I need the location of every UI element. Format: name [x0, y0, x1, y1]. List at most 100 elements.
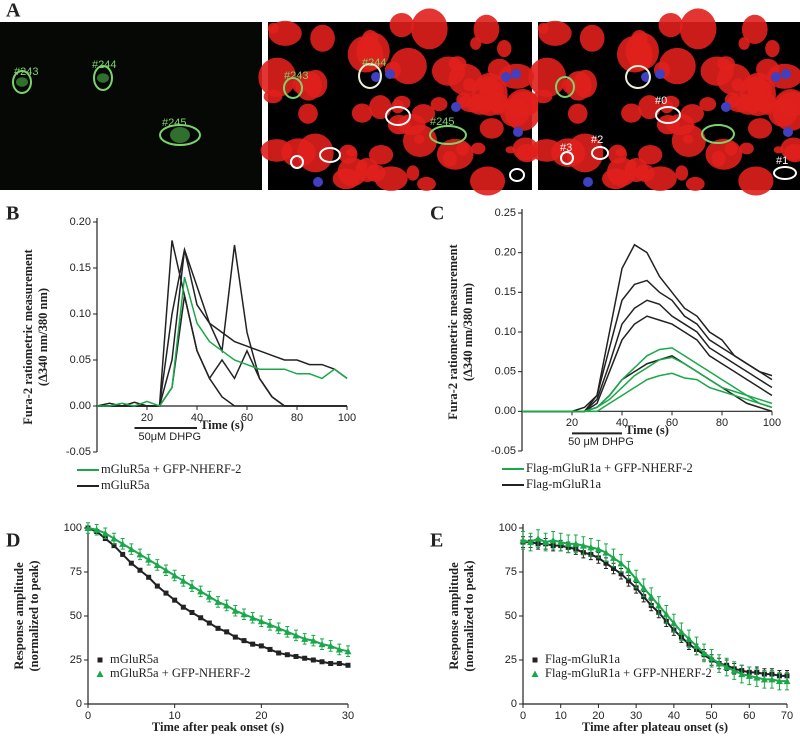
x-tick-label: 0 — [85, 710, 91, 722]
roi-outline — [773, 166, 797, 180]
y-tick-label: 100 — [64, 522, 82, 534]
cell-blob — [530, 139, 563, 162]
legend-label: mGluR5a + GFP-NHERF-2 — [101, 462, 241, 476]
roi-outline — [560, 151, 574, 165]
nucleus — [655, 69, 665, 79]
cell-blob — [332, 168, 360, 190]
cell-blob — [368, 144, 394, 165]
cell-blob — [658, 12, 683, 38]
cell-glow — [16, 77, 28, 87]
cell-blob — [747, 118, 773, 139]
fit-line — [523, 541, 787, 677]
cell-blob — [738, 37, 750, 50]
x-tick-label: 100 — [763, 417, 781, 429]
cell-blob — [351, 103, 373, 123]
nucleus — [641, 72, 651, 82]
fit-line — [87, 527, 349, 667]
y-tick-label: 0.00 — [70, 400, 91, 412]
cell-blob — [675, 165, 689, 181]
roi-outline — [358, 63, 382, 89]
roi-outline — [555, 76, 575, 98]
cell-blob — [666, 114, 695, 136]
cell-blob — [411, 8, 448, 50]
y-tick-label: 50 — [505, 610, 517, 622]
nucleus — [781, 69, 791, 79]
y-tick-label: 0.10 — [70, 308, 91, 320]
x-axis-label: Time (s) — [625, 423, 669, 437]
cell-blob — [267, 22, 279, 34]
y-tick-label: 50 — [70, 610, 82, 622]
cell-blob — [717, 56, 735, 71]
cell-blob — [389, 12, 414, 38]
roi-outline — [701, 124, 735, 144]
legend-label: mGluR5a — [101, 478, 150, 492]
y-tick-label: 0 — [511, 698, 517, 710]
y-tick-label: 0.15 — [495, 286, 516, 298]
legend-label: mGluR5a + GFP-NHERF-2 — [110, 666, 250, 680]
cell-blob — [365, 164, 386, 182]
roi-outline — [625, 65, 651, 89]
y-axis-label: Response amplitude — [447, 562, 461, 670]
nucleus — [771, 72, 781, 82]
roi-label: #244 — [362, 57, 386, 69]
roi-label: #3 — [560, 142, 572, 154]
roi-label: #1 — [776, 155, 788, 167]
y-axis-label: (normalized to peak) — [27, 560, 41, 671]
nucleus — [501, 72, 511, 82]
x-tick-label: 50 — [705, 710, 717, 722]
cell-blob — [478, 76, 499, 95]
panel-label: C — [430, 203, 444, 225]
panel-label: D — [6, 530, 20, 552]
panel-label: E — [430, 530, 443, 552]
cell-blob — [469, 166, 506, 196]
cell-blob — [260, 139, 293, 162]
cell-blob — [780, 137, 800, 161]
cell-blob — [579, 24, 605, 52]
roi-label: #0 — [655, 95, 667, 107]
x-axis-label: Time after plateau onset (s) — [582, 720, 728, 734]
nucleus — [583, 177, 593, 187]
legend-label: Flag-mGluR1a — [545, 652, 620, 666]
chart: E 0 25 50 75 100 0 10 20 30 40 50 60 70 Response ampli… — [430, 522, 793, 734]
fit-line — [522, 537, 787, 683]
cell-blob — [417, 176, 436, 191]
fit-line — [87, 527, 349, 653]
trace — [522, 243, 773, 413]
x-tick-label: 10 — [555, 710, 567, 722]
trace — [97, 277, 348, 407]
y-tick-label: -0.05 — [66, 446, 91, 458]
x-tick-label: 40 — [616, 417, 628, 429]
y-tick-label: 75 — [505, 566, 517, 578]
stimulus-label: 50 μM DHPG — [568, 436, 634, 448]
x-tick-label: 10 — [169, 710, 181, 722]
legend-marker — [531, 670, 539, 677]
y-tick-label: 0.25 — [495, 207, 516, 219]
cell-blob — [638, 144, 663, 165]
trace — [96, 240, 347, 407]
roi-label: #244 — [92, 59, 116, 71]
y-tick-label: 100 — [499, 522, 517, 534]
roi-label: #243 — [284, 70, 308, 82]
x-tick-label: 20 — [592, 710, 604, 722]
cell-blob — [738, 166, 774, 196]
y-tick-label: 25 — [505, 654, 517, 666]
y-tick-label: 0.20 — [70, 216, 91, 228]
chart: B -0.05 0.00 0.05 0.10 0.15 0.20 20 40 60 80 100 Fur… — [6, 203, 356, 492]
roi-outline — [283, 77, 303, 99]
cell-blob — [406, 165, 420, 181]
cell-blob — [448, 56, 467, 71]
cell-blob — [746, 76, 767, 95]
legend-marker — [532, 657, 538, 663]
cell-blob — [442, 150, 457, 167]
nucleus — [513, 127, 523, 137]
roi-outline — [591, 146, 609, 160]
roi-outline — [93, 65, 113, 91]
trace — [97, 295, 347, 407]
y-tick-label: 0.15 — [70, 262, 91, 274]
cell-glow — [97, 73, 109, 83]
x-tick-label: 80 — [716, 417, 728, 429]
nucleus — [385, 69, 395, 79]
trace — [97, 244, 347, 407]
cell-blob — [473, 14, 500, 44]
